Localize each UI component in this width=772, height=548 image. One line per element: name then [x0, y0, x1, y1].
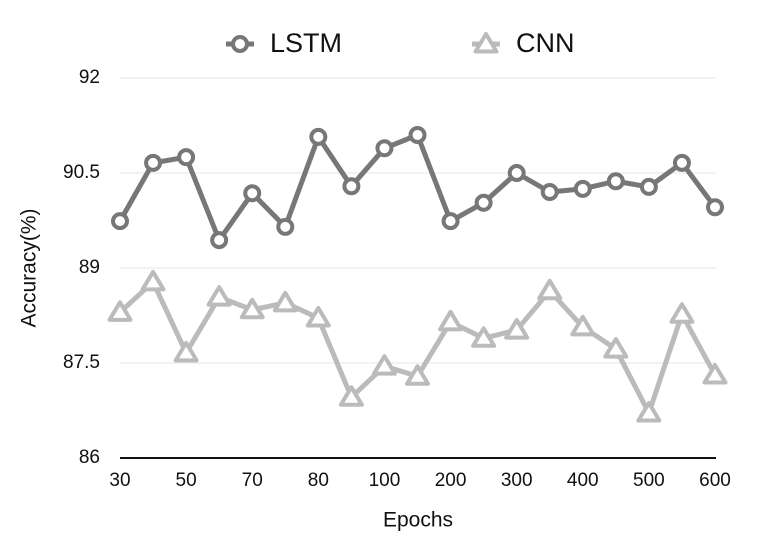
y-tick-label: 90.5 — [63, 162, 100, 183]
point — [107, 300, 133, 322]
point — [342, 177, 361, 196]
x-tick-label: 100 — [369, 470, 401, 491]
point — [140, 269, 166, 292]
point — [206, 285, 232, 307]
x-tick-label: 300 — [501, 470, 533, 491]
x-tick-label: 500 — [633, 470, 665, 491]
x-tick-label: 200 — [435, 470, 467, 491]
point — [706, 198, 724, 217]
point — [305, 306, 331, 328]
point — [111, 212, 129, 231]
x-tick-label: 70 — [242, 470, 263, 491]
y-tick-label: 87.5 — [63, 352, 100, 373]
point — [702, 363, 728, 385]
y-tick-label: 86 — [79, 447, 100, 468]
point — [173, 340, 199, 363]
legend-marker — [473, 32, 499, 54]
point — [672, 153, 691, 172]
point — [669, 302, 695, 324]
series-line — [117, 132, 718, 243]
x-tick-label: 80 — [308, 470, 329, 491]
legend-label: LSTM — [270, 28, 342, 58]
point — [570, 314, 596, 337]
point — [210, 231, 229, 250]
point — [309, 127, 328, 146]
point — [537, 278, 563, 301]
point — [441, 212, 460, 231]
point — [144, 153, 163, 172]
point — [636, 401, 662, 423]
point — [371, 354, 397, 376]
point — [603, 337, 629, 359]
x-tick-label: 30 — [109, 470, 130, 491]
point — [474, 193, 493, 212]
y-tick-label: 92 — [79, 67, 100, 88]
y-tick-label: 89 — [79, 257, 100, 278]
x-tick-label: 50 — [176, 470, 197, 491]
point — [639, 177, 658, 196]
y-axis-title: Accuracy(%) — [18, 208, 41, 327]
point — [471, 326, 497, 348]
legend-marker — [231, 35, 249, 53]
point — [504, 318, 530, 340]
point — [338, 385, 364, 407]
point — [405, 364, 430, 386]
point — [276, 217, 295, 236]
point — [375, 139, 394, 158]
point — [243, 184, 262, 203]
point — [606, 172, 625, 191]
x-tick-label: 400 — [567, 470, 599, 491]
point — [540, 183, 559, 201]
point — [239, 297, 265, 320]
x-tick-label: 600 — [699, 470, 731, 491]
point — [408, 126, 427, 144]
x-axis-title: Epochs — [383, 509, 453, 532]
point — [573, 179, 592, 198]
point — [177, 148, 196, 167]
point — [272, 290, 298, 313]
point — [438, 309, 464, 332]
legend-label: CNN — [516, 28, 575, 58]
point — [507, 164, 526, 182]
